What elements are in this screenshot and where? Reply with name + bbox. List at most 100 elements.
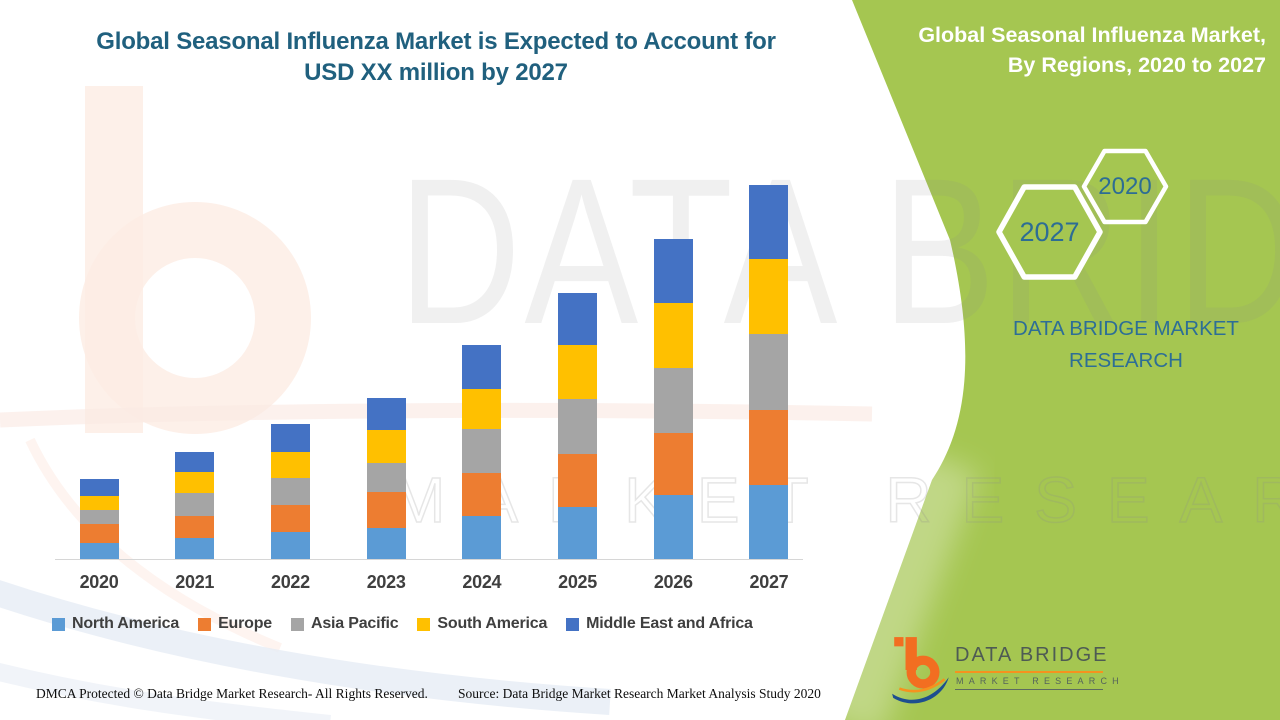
bar-segment-2027-europe bbox=[749, 410, 789, 485]
bar-segment-2024-north-america bbox=[462, 516, 502, 559]
x-axis-label-2023: 2023 bbox=[366, 572, 406, 592]
watermark-blue-swoosh bbox=[0, 580, 611, 715]
bar-segment-2021-north-america bbox=[175, 538, 215, 559]
bar-segment-2027-north-america bbox=[749, 485, 789, 559]
bar-segment-2023-asia-pacific bbox=[366, 463, 406, 492]
legend-swatch-asia-pacific bbox=[290, 617, 304, 631]
bar-segment-2023-north-america bbox=[366, 528, 406, 559]
logo-b-flag bbox=[894, 637, 904, 647]
bar-segment-2025-north-america bbox=[558, 507, 598, 559]
watermark-blue-swoosh-2 bbox=[0, 663, 331, 720]
bar-segment-2027-middle-east-and-africa bbox=[749, 185, 789, 259]
chart-legend: North America Europe Asia Pacific South Ame… bbox=[52, 615, 753, 633]
bar-segment-2023-europe bbox=[366, 492, 406, 528]
footer-dmca-text: DMCA Protected © Data Bridge Market Rese… bbox=[36, 686, 428, 701]
bar-segment-2026-europe bbox=[653, 433, 693, 495]
bar-segment-2026-middle-east-and-africa bbox=[653, 239, 693, 303]
legend-item-asia-pacific: Asia Pacific bbox=[290, 615, 399, 633]
logo-b-bowl bbox=[906, 655, 940, 689]
legend-swatch-south-america bbox=[417, 617, 431, 631]
bar-segment-2021-middle-east-and-africa bbox=[175, 452, 215, 472]
bar-segment-2020-middle-east-and-africa bbox=[79, 479, 119, 496]
bar-segment-2022-north-america bbox=[270, 532, 310, 559]
x-axis-label-2020: 2020 bbox=[79, 572, 119, 592]
hexagon-small-outline bbox=[1081, 148, 1169, 225]
side-panel-brand-line2: RESEARCH bbox=[1069, 349, 1183, 372]
x-axis-label-2027: 2027 bbox=[749, 572, 789, 592]
data-bridge-logo: DATA BRIDGE MARKET RESEARCH bbox=[891, 634, 1181, 704]
legend-item-europe: Europe bbox=[198, 615, 272, 633]
hexagon-small-year: 2020 bbox=[1098, 173, 1152, 200]
x-axis-label-2026: 2026 bbox=[653, 572, 693, 592]
legend-label: Asia Pacific bbox=[310, 615, 399, 632]
bar-segment-2025-europe bbox=[558, 454, 598, 507]
logo-blue-swoosh bbox=[892, 677, 949, 704]
bar-segment-2025-middle-east-and-africa bbox=[558, 293, 598, 345]
legend-swatch-europe bbox=[198, 617, 212, 631]
legend-label: Europe bbox=[218, 615, 272, 632]
chart-title: Global Seasonal Influenza Market is Expe… bbox=[0, 26, 872, 88]
side-panel-heading-line1: Global Seasonal Influenza Market, bbox=[918, 23, 1266, 47]
bar-segment-2026-asia-pacific bbox=[653, 368, 693, 433]
side-panel-heading: Global Seasonal Influenza Market, By Reg… bbox=[876, 20, 1266, 80]
bar-segment-2026-south-america bbox=[653, 303, 693, 368]
data-bridge-logo-icon bbox=[892, 637, 949, 704]
watermark-peach-curve bbox=[25, 437, 282, 653]
x-axis-label-2024: 2024 bbox=[462, 572, 502, 592]
bar-segment-2025-asia-pacific bbox=[558, 399, 598, 454]
legend-swatch-north-america bbox=[52, 617, 65, 631]
side-panel-brand-line1: DATA BRIDGE MARKET bbox=[1013, 317, 1239, 340]
bar-segment-2022-south-america bbox=[270, 452, 310, 478]
bar-segment-2023-middle-east-and-africa bbox=[366, 398, 406, 430]
bar-segment-2020-south-america bbox=[79, 496, 119, 510]
green-panel-edge-highlight bbox=[845, 447, 980, 720]
side-panel-heading-line2: By Regions, 2020 to 2027 bbox=[1007, 53, 1266, 77]
logo-orange-swoosh bbox=[898, 678, 946, 693]
chart-title-line1: Global Seasonal Influenza Market is Expe… bbox=[96, 28, 776, 55]
legend-swatch-middle-east-and-africa bbox=[566, 617, 580, 631]
bar-segment-2021-europe bbox=[175, 516, 215, 538]
bar-segment-2022-asia-pacific bbox=[270, 478, 310, 505]
legend-item-middle-east-and-africa: Middle East and Africa bbox=[566, 615, 753, 633]
footer-source-text: Source: Data Bridge Market Research Mark… bbox=[458, 686, 821, 701]
hexagon-large-year: 2027 bbox=[1019, 217, 1080, 247]
bar-segment-2022-europe bbox=[270, 505, 310, 532]
bar-segment-2026-north-america bbox=[653, 495, 693, 559]
bar-segment-2025-south-america bbox=[558, 345, 598, 399]
bar-segment-2027-south-america bbox=[749, 259, 789, 334]
bar-segment-2020-europe bbox=[79, 524, 119, 543]
x-axis-line bbox=[55, 559, 803, 560]
logo-b-stem bbox=[905, 637, 917, 671]
watermark-b-bowl bbox=[79, 202, 311, 434]
logo-title-text: DATA BRIDGE bbox=[955, 644, 1109, 666]
bar-segment-2022-middle-east-and-africa bbox=[270, 424, 310, 452]
bar-segment-2020-asia-pacific bbox=[79, 510, 119, 524]
logo-subtitle-text: MARKET RESEARCH bbox=[956, 676, 1124, 686]
bar-segment-2024-middle-east-and-africa bbox=[462, 345, 502, 389]
hexagon-large-outline bbox=[996, 184, 1103, 280]
x-axis-label-2025: 2025 bbox=[558, 572, 597, 592]
x-axis-label-2022: 2022 bbox=[270, 572, 310, 592]
legend-label: South America bbox=[437, 615, 548, 632]
bar-segment-2020-north-america bbox=[79, 543, 119, 559]
bar-segment-2023-south-america bbox=[366, 430, 406, 463]
logo-orange-rule bbox=[955, 671, 1103, 673]
legend-label: Middle East and Africa bbox=[586, 615, 753, 632]
legend-item-south-america: South America bbox=[417, 615, 547, 633]
bar-segment-2027-asia-pacific bbox=[749, 334, 789, 410]
legend-label: North America bbox=[72, 615, 180, 632]
bar-segment-2021-asia-pacific bbox=[175, 493, 215, 516]
x-axis-label-2021: 2021 bbox=[175, 572, 215, 592]
logo-green-rule bbox=[955, 689, 1103, 690]
bar-segment-2024-asia-pacific bbox=[462, 429, 502, 473]
legend-item-north-america: North America bbox=[52, 615, 179, 633]
bar-segment-2024-europe bbox=[462, 473, 502, 516]
chart-title-line2: USD XX million by 2027 bbox=[304, 59, 568, 86]
bar-segment-2021-south-america bbox=[175, 472, 215, 493]
bar-segment-2024-south-america bbox=[462, 389, 502, 429]
